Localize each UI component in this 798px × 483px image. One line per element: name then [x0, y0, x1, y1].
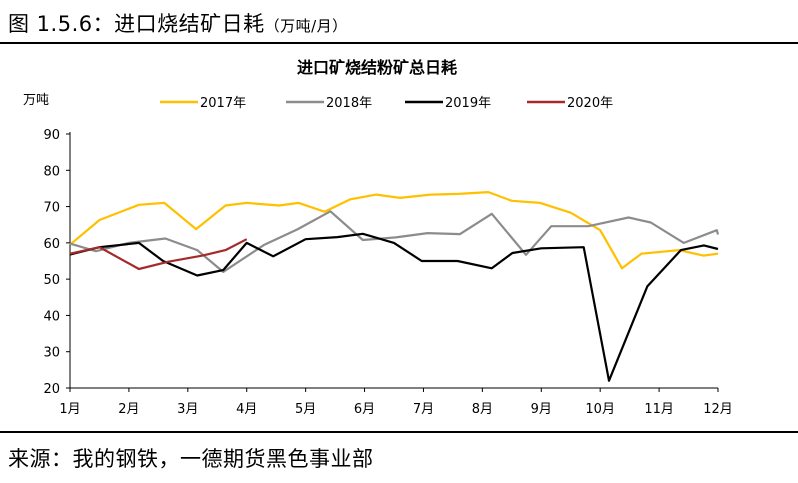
series-line-2018年	[69, 210, 720, 273]
bottom-rule	[0, 431, 798, 433]
y-axis-unit-label: 万吨	[23, 93, 49, 108]
y-tick-label: 20	[43, 382, 60, 397]
caption-unit: （万吨/月）	[264, 17, 348, 35]
x-tick-label: 5月	[295, 402, 316, 417]
series-line-2020年	[69, 238, 248, 271]
source-note: 来源：我的钢铁，一德期货黑色事业部	[8, 447, 374, 471]
x-tick-label: 4月	[236, 402, 257, 417]
x-tick-label: 11月	[644, 402, 674, 417]
figure-caption: 图 1.5.6：进口烧结矿日耗（万吨/月）	[8, 8, 348, 38]
legend-label: 2019年	[445, 96, 491, 111]
y-tick-label: 60	[43, 237, 60, 252]
x-tick-label: 12月	[703, 402, 733, 417]
x-tick-label: 2月	[118, 402, 139, 417]
x-tick-label: 8月	[472, 402, 493, 417]
top-rule	[0, 42, 798, 44]
y-tick-label: 30	[43, 346, 60, 361]
x-tick-label: 9月	[531, 402, 552, 417]
legend-label: 2018年	[326, 96, 372, 111]
legend: 2017年 2018年 2019年 2020年	[160, 96, 613, 111]
series-lines	[69, 191, 720, 382]
legend-label: 2020年	[567, 96, 613, 111]
axes: 20 30 40 50 60 70 80 90 1月 2月 3月 4月 5月 6月 7月 8月 9月 10月 11月…	[43, 128, 732, 417]
y-tick-label: 50	[43, 273, 60, 288]
x-tick-label: 6月	[354, 402, 375, 417]
x-tick-label: 1月	[59, 402, 80, 417]
y-tick-label: 40	[43, 309, 60, 324]
x-tick-label: 7月	[413, 402, 434, 417]
chart-title: 进口矿烧结粉矿总日耗	[297, 58, 457, 77]
y-tick-label: 80	[43, 164, 60, 179]
y-tick-label: 70	[43, 201, 60, 216]
y-tick-label: 90	[43, 128, 60, 143]
series-line-2017年	[69, 191, 719, 270]
x-tick-label: 10月	[585, 402, 615, 417]
legend-label: 2017年	[200, 96, 246, 111]
x-tick-label: 3月	[177, 402, 198, 417]
caption-main: 图 1.5.6：进口烧结矿日耗	[8, 12, 265, 36]
series-line-2019年	[69, 232, 719, 382]
